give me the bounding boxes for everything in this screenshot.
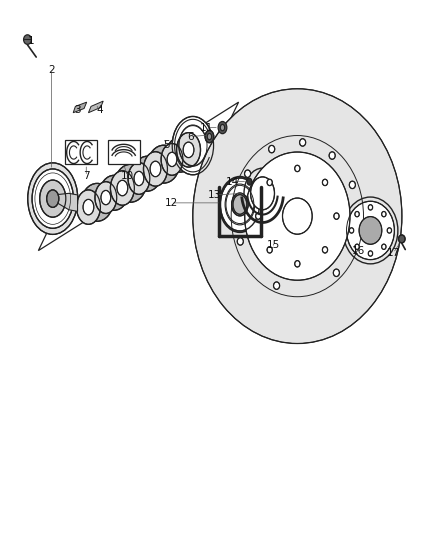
Ellipse shape bbox=[232, 193, 248, 216]
Ellipse shape bbox=[346, 201, 394, 260]
Ellipse shape bbox=[110, 171, 134, 205]
Ellipse shape bbox=[218, 122, 227, 134]
Ellipse shape bbox=[228, 131, 367, 301]
Ellipse shape bbox=[245, 152, 350, 280]
Text: 2: 2 bbox=[48, 66, 55, 75]
Ellipse shape bbox=[295, 165, 300, 172]
Ellipse shape bbox=[267, 179, 272, 185]
Ellipse shape bbox=[244, 168, 281, 219]
Ellipse shape bbox=[233, 195, 247, 214]
Text: 11: 11 bbox=[199, 123, 212, 133]
Ellipse shape bbox=[83, 199, 94, 215]
Ellipse shape bbox=[193, 88, 402, 343]
Ellipse shape bbox=[166, 137, 194, 172]
Ellipse shape bbox=[172, 116, 214, 175]
Ellipse shape bbox=[350, 228, 354, 233]
Text: 13: 13 bbox=[208, 190, 221, 200]
Ellipse shape bbox=[220, 124, 225, 131]
Ellipse shape bbox=[183, 142, 194, 158]
Ellipse shape bbox=[350, 181, 355, 189]
Ellipse shape bbox=[115, 164, 146, 202]
Ellipse shape bbox=[177, 133, 201, 167]
Ellipse shape bbox=[81, 183, 113, 221]
Ellipse shape bbox=[220, 178, 259, 231]
Ellipse shape bbox=[381, 244, 386, 249]
Ellipse shape bbox=[148, 145, 179, 183]
Ellipse shape bbox=[329, 152, 335, 159]
Ellipse shape bbox=[355, 212, 359, 217]
Ellipse shape bbox=[219, 176, 261, 232]
Polygon shape bbox=[88, 101, 103, 113]
Ellipse shape bbox=[283, 198, 312, 234]
Ellipse shape bbox=[101, 190, 111, 205]
Bar bbox=[65, 140, 97, 164]
Ellipse shape bbox=[300, 139, 306, 146]
Ellipse shape bbox=[273, 282, 279, 289]
Ellipse shape bbox=[167, 152, 177, 166]
Ellipse shape bbox=[368, 205, 373, 210]
Text: 5: 5 bbox=[163, 140, 170, 150]
Ellipse shape bbox=[128, 163, 150, 195]
Ellipse shape bbox=[268, 146, 275, 153]
Polygon shape bbox=[73, 102, 87, 113]
Ellipse shape bbox=[24, 35, 32, 44]
Text: 12: 12 bbox=[165, 198, 178, 208]
Ellipse shape bbox=[247, 178, 252, 185]
Ellipse shape bbox=[359, 216, 382, 244]
Ellipse shape bbox=[251, 177, 275, 210]
Ellipse shape bbox=[100, 175, 128, 211]
Ellipse shape bbox=[32, 169, 74, 228]
Ellipse shape bbox=[144, 152, 167, 186]
Polygon shape bbox=[54, 193, 78, 212]
Text: 7: 7 bbox=[83, 172, 89, 181]
Text: 6: 6 bbox=[187, 132, 194, 142]
Text: 1: 1 bbox=[28, 36, 34, 46]
Ellipse shape bbox=[355, 244, 359, 249]
Ellipse shape bbox=[117, 180, 128, 196]
Ellipse shape bbox=[244, 170, 251, 177]
Ellipse shape bbox=[399, 235, 405, 243]
Ellipse shape bbox=[387, 228, 392, 233]
Ellipse shape bbox=[322, 179, 328, 185]
Text: 4: 4 bbox=[96, 105, 102, 115]
Ellipse shape bbox=[161, 143, 183, 175]
Ellipse shape bbox=[237, 238, 244, 245]
Ellipse shape bbox=[381, 212, 386, 217]
Ellipse shape bbox=[334, 213, 339, 219]
Ellipse shape bbox=[133, 156, 161, 191]
Ellipse shape bbox=[295, 261, 300, 267]
Ellipse shape bbox=[77, 190, 100, 224]
Ellipse shape bbox=[207, 133, 212, 140]
Text: 10: 10 bbox=[121, 172, 134, 181]
Polygon shape bbox=[39, 102, 239, 251]
Polygon shape bbox=[215, 150, 293, 224]
Ellipse shape bbox=[333, 269, 339, 277]
Bar bbox=[108, 140, 140, 164]
Ellipse shape bbox=[322, 247, 328, 253]
Ellipse shape bbox=[150, 161, 161, 177]
Ellipse shape bbox=[256, 213, 261, 219]
Ellipse shape bbox=[134, 171, 144, 185]
Ellipse shape bbox=[343, 197, 398, 264]
Ellipse shape bbox=[28, 163, 78, 235]
Ellipse shape bbox=[368, 251, 373, 256]
Ellipse shape bbox=[47, 190, 59, 207]
Text: 15: 15 bbox=[267, 240, 280, 251]
Ellipse shape bbox=[205, 131, 214, 143]
Text: 3: 3 bbox=[74, 105, 81, 115]
Text: 14: 14 bbox=[226, 176, 239, 187]
Ellipse shape bbox=[40, 180, 66, 217]
Ellipse shape bbox=[231, 135, 364, 297]
Text: 17: 17 bbox=[386, 248, 400, 259]
Ellipse shape bbox=[267, 247, 272, 253]
Text: 16: 16 bbox=[352, 246, 365, 256]
Ellipse shape bbox=[95, 182, 117, 214]
